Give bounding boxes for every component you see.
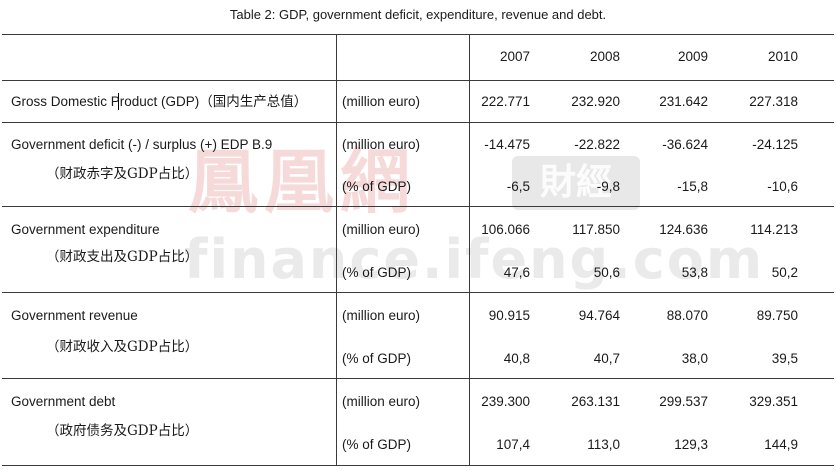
value-cell: 90.915 bbox=[488, 308, 530, 323]
value-cell: 38,0 bbox=[681, 351, 708, 366]
text-cursor bbox=[118, 93, 119, 110]
table-rule bbox=[2, 34, 834, 35]
table-rule bbox=[2, 206, 834, 207]
value-cell: 89.750 bbox=[756, 308, 798, 323]
year-header-2010: 2010 bbox=[767, 49, 798, 64]
value-cell: 222.771 bbox=[481, 94, 530, 109]
value-cell: 106.066 bbox=[481, 222, 530, 237]
row-label-revenue: Government revenue bbox=[11, 308, 138, 323]
table-rule bbox=[2, 122, 834, 123]
value-cell: 50,6 bbox=[593, 265, 620, 280]
value-cell: 114.213 bbox=[750, 222, 798, 237]
table-caption: Table 2: GDP, government deficit, expend… bbox=[229, 7, 607, 22]
row-sublabel-deficit: （财政赤字及GDP占比） bbox=[46, 166, 199, 182]
row-label-deficit: Government deficit (-) / surplus (+) EDP… bbox=[11, 137, 273, 152]
value-cell: 263.131 bbox=[571, 394, 620, 409]
unit-label: (million euro) bbox=[342, 137, 421, 152]
value-cell: -15,8 bbox=[677, 179, 708, 194]
value-cell: 107,4 bbox=[496, 437, 530, 452]
unit-label: (% of GDP) bbox=[342, 179, 412, 194]
value-cell: -22.822 bbox=[574, 137, 620, 152]
year-header-2008: 2008 bbox=[589, 49, 620, 64]
value-cell: 129,3 bbox=[674, 437, 708, 452]
row-label-debt: Government debt bbox=[11, 394, 116, 409]
row-sublabel-expenditure: （财政支出及GDP占比） bbox=[46, 249, 199, 265]
table-rule bbox=[2, 378, 834, 379]
value-cell: 299.537 bbox=[659, 394, 708, 409]
row-sublabel-debt: （政府债务及GDP占比） bbox=[46, 423, 199, 439]
value-cell: 94.764 bbox=[578, 308, 620, 323]
value-cell: 227.318 bbox=[749, 94, 798, 109]
value-cell: 53,8 bbox=[681, 265, 708, 280]
column-divider bbox=[336, 34, 337, 466]
value-cell: 117.850 bbox=[572, 222, 620, 237]
value-cell: -24.125 bbox=[752, 137, 798, 152]
value-cell: 231.642 bbox=[659, 94, 708, 109]
value-cell: 88.070 bbox=[666, 308, 708, 323]
value-cell: -14.475 bbox=[484, 137, 530, 152]
row-sublabel-revenue: （财政收入及GDP占比） bbox=[46, 339, 199, 355]
unit-label: (million euro) bbox=[342, 222, 421, 237]
value-cell: 40,7 bbox=[593, 351, 620, 366]
value-cell: -9,8 bbox=[596, 179, 620, 194]
unit-label: (% of GDP) bbox=[342, 351, 412, 366]
row-label-gdp: Gross Domestic Product (GDP)（国内生产总值） bbox=[11, 94, 308, 109]
value-cell: -36.624 bbox=[662, 137, 708, 152]
value-cell: 329.351 bbox=[749, 394, 798, 409]
unit-label: (% of GDP) bbox=[342, 265, 412, 280]
value-cell: -6,5 bbox=[506, 179, 530, 194]
row-label-expenditure: Government expenditure bbox=[11, 222, 160, 237]
unit-label: (million euro) bbox=[342, 94, 421, 109]
value-cell: -10,6 bbox=[767, 179, 798, 194]
value-cell: 124.636 bbox=[659, 222, 708, 237]
value-cell: 39,5 bbox=[771, 351, 798, 366]
year-header-2009: 2009 bbox=[677, 49, 708, 64]
unit-label: (% of GDP) bbox=[342, 437, 412, 452]
value-cell: 239.300 bbox=[481, 394, 530, 409]
column-divider bbox=[469, 34, 470, 466]
value-cell: 40,8 bbox=[503, 351, 530, 366]
table-rule bbox=[2, 292, 834, 293]
value-cell: 232.920 bbox=[571, 94, 620, 109]
table-rule bbox=[2, 465, 834, 466]
unit-label: (million euro) bbox=[342, 308, 421, 323]
table-rule bbox=[2, 80, 834, 81]
value-cell: 144,9 bbox=[764, 437, 798, 452]
value-cell: 50,2 bbox=[771, 265, 798, 280]
unit-label: (million euro) bbox=[342, 394, 421, 409]
value-cell: 47,6 bbox=[503, 265, 530, 280]
year-header-2007: 2007 bbox=[499, 49, 530, 64]
value-cell: 113,0 bbox=[587, 437, 620, 452]
